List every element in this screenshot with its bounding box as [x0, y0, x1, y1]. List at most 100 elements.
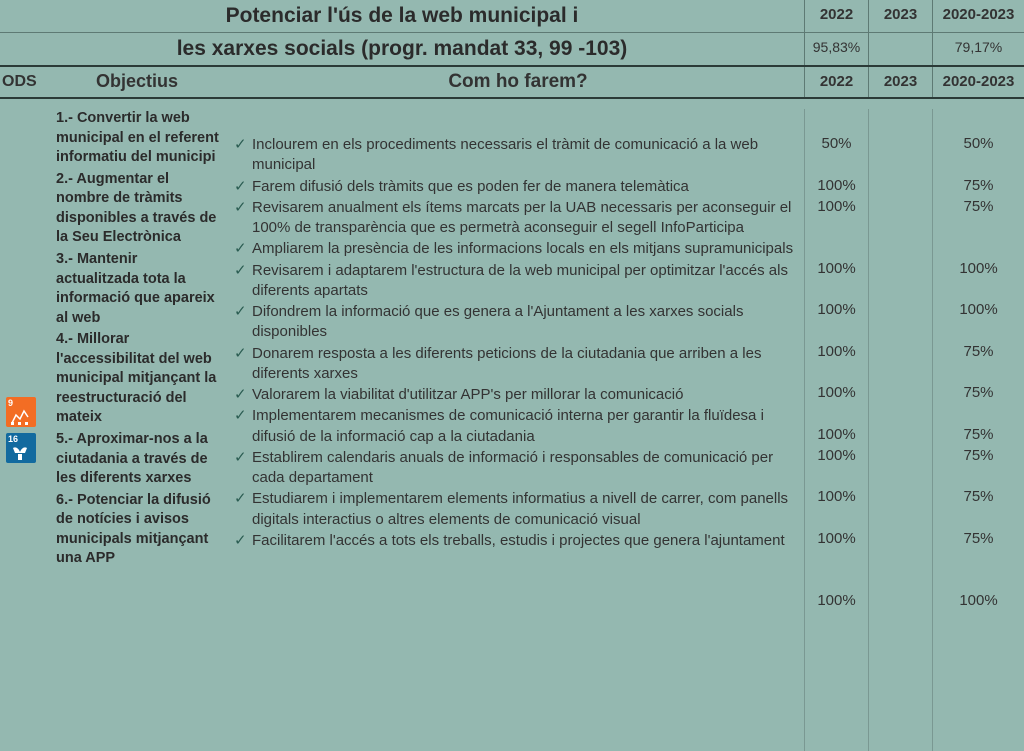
pct-2022: 100%	[805, 592, 868, 634]
checkmark-icon: ✓	[234, 302, 252, 343]
year-2022-hdr: 2022	[804, 0, 868, 32]
objectiu-item: 4.- Millorar l'accessibilitat del web mu…	[56, 330, 224, 428]
action-text: Estudiarem i implementarem elements info…	[252, 489, 798, 530]
objectiu-item: 5.- Aproximar-nos a la ciutadania a trav…	[56, 430, 224, 489]
action-item: ✓Facilitarem l'accés a tots els treballs…	[234, 531, 798, 551]
pct-2023	[869, 447, 932, 489]
objectiu-item: 6.- Potenciar la difusió de notícies i a…	[56, 491, 224, 569]
action-item: ✓Valorarem la viabilitat d'utilitzar APP…	[234, 385, 798, 405]
pct-range: 75%	[933, 384, 1024, 426]
sdg-9-icon: 9	[6, 397, 36, 427]
checkmark-icon: ✓	[234, 177, 252, 197]
sdg-16-icon: 16	[6, 433, 36, 463]
action-text: Establirem calendaris anuals de informac…	[252, 448, 798, 489]
pct-2022: 100%	[805, 260, 868, 302]
year-range-hdr: 2020-2023	[932, 0, 1024, 32]
pct-range-column: 50%75%75%100%100%75%75%75%75%75%75%100%	[932, 109, 1024, 751]
col-hdr-com: Com ho farem?	[232, 67, 804, 97]
pct-2023	[869, 135, 932, 177]
pct-2023	[869, 488, 932, 530]
pct-range: 50%	[933, 135, 1024, 177]
pct-2023	[869, 384, 932, 426]
page-root: Potenciar l'ús de la web municipal i 202…	[0, 0, 1024, 751]
ods-column: 916	[0, 109, 42, 751]
checkmark-icon: ✓	[234, 135, 252, 176]
col-hdr-2023: 2023	[868, 67, 932, 97]
checkmark-icon: ✓	[234, 531, 252, 551]
pct-2022: 100%	[805, 488, 868, 530]
pct-2023	[869, 198, 932, 260]
action-text: Ampliarem la presència de les informacio…	[252, 239, 793, 259]
action-text: Revisarem anualment els ítems marcats pe…	[252, 198, 798, 239]
action-text: Inclourem en els procediments necessaris…	[252, 135, 798, 176]
summary-pct-2023	[868, 33, 932, 65]
pct-2023	[869, 530, 932, 592]
action-text: Revisarem i adaptarem l'estructura de la…	[252, 261, 798, 302]
pct-2022: 100%	[805, 447, 868, 489]
checkmark-icon: ✓	[234, 406, 252, 447]
col-hdr-2022: 2022	[804, 67, 868, 97]
pct-2023	[869, 343, 932, 385]
title-row-2: les xarxes socials (progr. mandat 33, 99…	[0, 33, 1024, 67]
action-item: ✓Inclourem en els procediments necessari…	[234, 135, 798, 176]
action-item: ✓Establirem calendaris anuals de informa…	[234, 448, 798, 489]
pct-2022: 100%	[805, 530, 868, 592]
body-row: 916 1.- Convertir la web municipal en el…	[0, 99, 1024, 751]
objectiu-item: 1.- Convertir la web municipal en el ref…	[56, 109, 224, 168]
action-text: Implementarem mecanismes de comunicació …	[252, 406, 798, 447]
checkmark-icon: ✓	[234, 344, 252, 385]
pct-range: 100%	[933, 260, 1024, 302]
action-text: Difondrem la informació que es genera a …	[252, 302, 798, 343]
page-title-line1: Potenciar l'ús de la web municipal i	[0, 0, 804, 32]
pct-2023	[869, 301, 932, 343]
pct-2023	[869, 426, 932, 447]
objectiu-item: 3.- Mantenir actualitzada tota la inform…	[56, 250, 224, 328]
checkmark-icon: ✓	[234, 261, 252, 302]
pct-range: 100%	[933, 301, 1024, 343]
pct-range: 75%	[933, 426, 1024, 447]
pct-2023	[869, 260, 932, 302]
pct-2022: 100%	[805, 384, 868, 426]
pct-range: 100%	[933, 592, 1024, 634]
pct-2022: 100%	[805, 426, 868, 447]
pct-range: 75%	[933, 177, 1024, 198]
actions-column: ✓Inclourem en els procediments necessari…	[232, 109, 804, 751]
col-hdr-range: 2020-2023	[932, 67, 1024, 97]
action-text: Valorarem la viabilitat d'utilitzar APP'…	[252, 385, 683, 405]
pct-2022: 100%	[805, 177, 868, 198]
col-hdr-ods: ODS	[0, 67, 42, 97]
pct-2022: 100%	[805, 343, 868, 385]
pct-2022: 100%	[805, 198, 868, 260]
action-item: ✓Difondrem la informació que es genera a…	[234, 302, 798, 343]
pct-2022-column: 50%100%100%100%100%100%100%100%100%100%1…	[804, 109, 868, 751]
objectiu-item: 2.- Augmentar el nombre de tràmits dispo…	[56, 170, 224, 248]
checkmark-icon: ✓	[234, 198, 252, 239]
col-hdr-objectius: Objectius	[42, 67, 232, 97]
checkmark-icon: ✓	[234, 489, 252, 530]
objectius-column: 1.- Convertir la web municipal en el ref…	[42, 109, 232, 751]
action-item: ✓Implementarem mecanismes de comunicació…	[234, 406, 798, 447]
pct-range: 75%	[933, 447, 1024, 489]
action-item: ✓Estudiarem i implementarem elements inf…	[234, 489, 798, 530]
action-item: ✓Donarem resposta a les diferents petici…	[234, 344, 798, 385]
action-text: Farem difusió dels tràmits que es poden …	[252, 177, 689, 197]
action-text: Facilitarem l'accés a tots els treballs,…	[252, 531, 785, 551]
pct-range: 75%	[933, 343, 1024, 385]
pct-2023-column	[868, 109, 932, 751]
action-text: Donarem resposta a les diferents peticio…	[252, 344, 798, 385]
pct-2022: 100%	[805, 301, 868, 343]
summary-pct-2022: 95,83%	[804, 33, 868, 65]
checkmark-icon: ✓	[234, 239, 252, 259]
summary-pct-range: 79,17%	[932, 33, 1024, 65]
column-header-row: ODS Objectius Com ho farem? 2022 2023 20…	[0, 67, 1024, 99]
pct-range: 75%	[933, 530, 1024, 592]
pct-2023	[869, 177, 932, 198]
checkmark-icon: ✓	[234, 448, 252, 489]
action-item: ✓Revisarem anualment els ítems marcats p…	[234, 198, 798, 239]
pct-range: 75%	[933, 198, 1024, 260]
action-item: ✓Ampliarem la presència de les informaci…	[234, 239, 798, 259]
pct-range: 75%	[933, 488, 1024, 530]
action-item: ✓Farem difusió dels tràmits que es poden…	[234, 177, 798, 197]
checkmark-icon: ✓	[234, 385, 252, 405]
action-item: ✓Revisarem i adaptarem l'estructura de l…	[234, 261, 798, 302]
